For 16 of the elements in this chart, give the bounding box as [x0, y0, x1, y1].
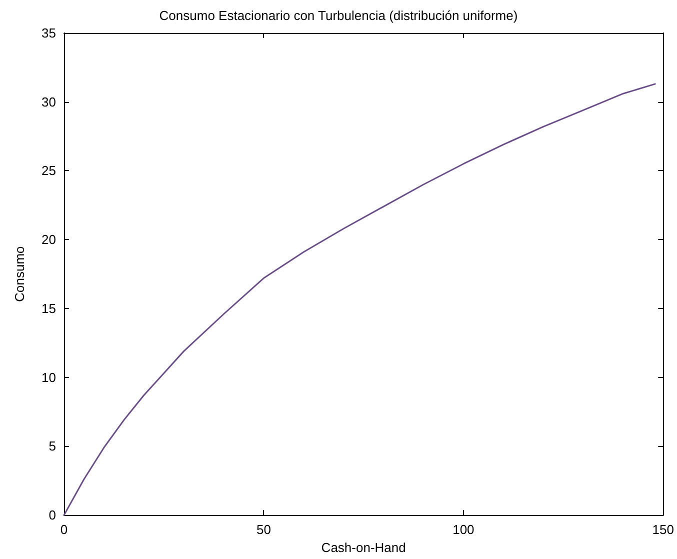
- line-series: [63, 83, 656, 516]
- y-tick-label: 0: [48, 508, 56, 523]
- y-tick-label: 35: [42, 26, 56, 40]
- y-tick-label: 25: [42, 163, 56, 178]
- x-tick-label: 150: [652, 522, 674, 538]
- x-tick-label: 0: [60, 522, 68, 538]
- y-tick-label: 15: [42, 300, 56, 316]
- y-tick-label: 10: [42, 370, 56, 385]
- x-tick-label: 100: [452, 522, 474, 538]
- x-tick-label: 50: [256, 522, 271, 538]
- y-tick-label: 20: [42, 232, 56, 248]
- x-axis-title: Cash-on-Hand: [321, 540, 406, 555]
- chart-title: Consumo Estacionario con Turbulencia (distribución uniforme): [159, 8, 518, 23]
- y-tick-label: 5: [48, 438, 56, 454]
- y-tick-label: 30: [42, 94, 56, 110]
- y-axis-title: Consumo: [12, 246, 27, 302]
